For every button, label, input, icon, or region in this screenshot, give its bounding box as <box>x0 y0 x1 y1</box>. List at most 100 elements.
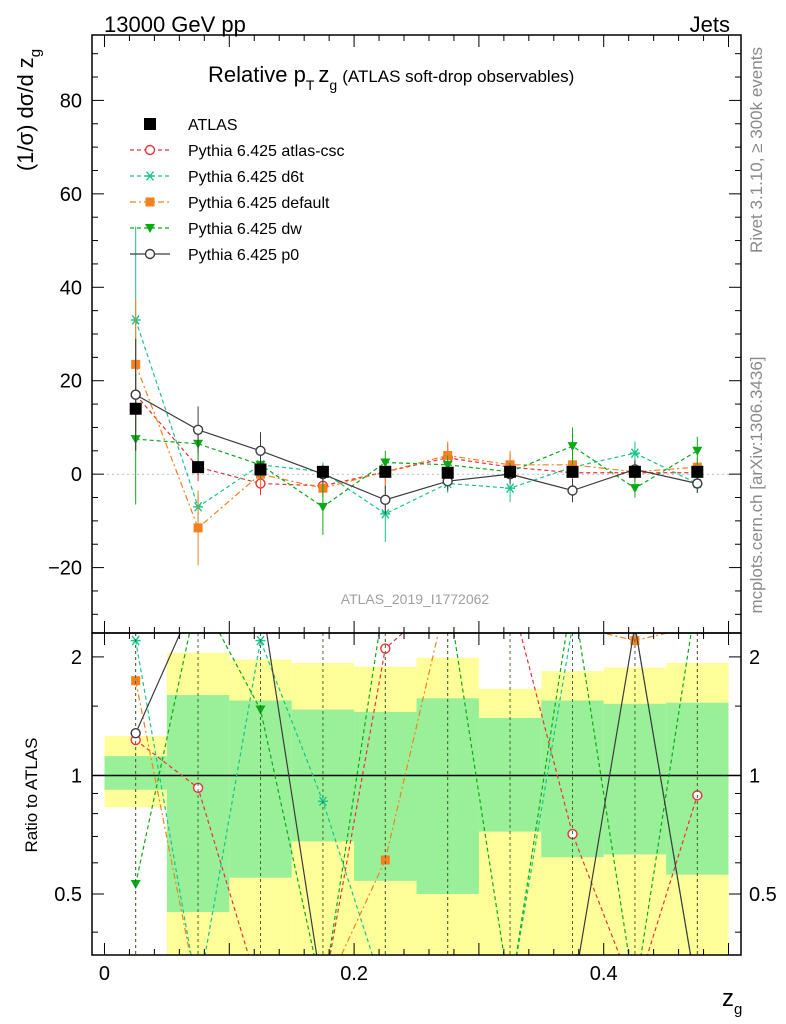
series-line <box>135 394 698 501</box>
legend-label: Pythia 6.425 atlas-csc <box>188 143 345 160</box>
legend-label: Pythia 6.425 default <box>188 195 330 212</box>
series-line <box>135 438 698 508</box>
ratio-frame <box>91 632 742 956</box>
ratio-line <box>135 633 692 955</box>
y-tick-label: 20 <box>60 371 82 393</box>
x-label-main: z <box>722 985 734 1012</box>
series-point <box>380 494 391 506</box>
x-tick-label: 0.4 <box>590 963 618 985</box>
series-line <box>135 364 698 529</box>
ratio-point <box>131 676 141 686</box>
main-panel <box>92 226 741 566</box>
main-y-axis-label: (1/σ) dσ/d zg <box>13 49 44 171</box>
data-point <box>316 465 329 478</box>
data-point <box>192 461 205 474</box>
data-point <box>129 402 142 415</box>
ratio-line <box>135 633 692 955</box>
ratio-point <box>380 855 390 865</box>
series-2 <box>131 298 702 566</box>
series-point <box>567 485 578 496</box>
series-point <box>255 445 266 456</box>
ratio-line <box>135 633 692 955</box>
legend-marker <box>145 171 155 181</box>
legend: ATLAS Pythia 6.425 atlas-csc Pythia 6.425 … <box>130 117 345 264</box>
y-tick-label: 60 <box>60 184 82 206</box>
ratio-y-axis-label: Ratio to ATLAS <box>22 738 41 853</box>
y-tick-label: −20 <box>48 558 82 580</box>
plot-title: Relative pT zg (ATLAS soft-drop observable… <box>208 62 574 93</box>
mcplots-reference-label: mcplots.cern.ch [arXiv:1306.3436] <box>747 356 766 613</box>
legend-label: Pythia 6.425 p0 <box>188 247 299 264</box>
data-point <box>254 463 267 476</box>
series-point <box>130 389 141 400</box>
legend-marker <box>144 144 156 156</box>
title-main: Relative p <box>208 62 306 87</box>
series-point <box>505 483 516 494</box>
series-point <box>380 458 391 468</box>
series-point-stroke <box>506 483 515 494</box>
header-energy: 13000 GeV pp <box>104 12 246 37</box>
ratio-tick-label: 0.5 <box>749 884 777 906</box>
series-0 <box>130 338 703 498</box>
ratio-point <box>130 728 141 739</box>
x-tick-label: 0.2 <box>340 963 368 985</box>
legend-marker-data <box>144 118 156 130</box>
ratio-tick-label: 1 <box>71 765 82 787</box>
ratio-panel <box>92 633 741 955</box>
series-point <box>192 424 204 435</box>
legend-label: Pythia 6.425 d6t <box>188 169 304 186</box>
title-zg: z <box>318 62 329 87</box>
title-sub: T <box>306 77 315 93</box>
ratio-point <box>130 880 141 890</box>
series-1 <box>130 226 703 542</box>
data-point <box>566 465 579 478</box>
analysis-watermark: ATLAS_2019_I1772062 <box>341 591 490 607</box>
ratio-tick-label: 2 <box>71 647 82 669</box>
rivet-version-label: Rivet 3.1.10, ≥ 300k events <box>747 47 766 253</box>
data-series <box>129 402 704 479</box>
x-label-sub: g <box>734 1001 742 1018</box>
data-point <box>379 465 392 478</box>
series-point <box>442 460 453 470</box>
series-line <box>135 319 698 515</box>
data-point <box>691 465 704 478</box>
ratio-tick-label: 1 <box>749 765 760 787</box>
series-3 <box>130 373 703 535</box>
legend-marker-stroke <box>145 171 155 181</box>
series-4 <box>130 338 703 514</box>
series-point <box>692 446 703 456</box>
series-point <box>629 448 640 459</box>
y-tick-label: 80 <box>60 90 82 112</box>
title-zg-sub: g <box>329 77 337 93</box>
series-point <box>629 484 640 494</box>
legend-marker <box>145 197 155 207</box>
ratio-line <box>135 633 698 955</box>
ratio-series-3 <box>130 633 698 955</box>
y-label-main: (1/σ) dσ/d z <box>13 57 38 171</box>
series-point <box>317 502 328 512</box>
legend-marker <box>145 224 155 233</box>
header-process: Jets <box>690 12 730 37</box>
title-rest: (ATLAS soft-drop observables) <box>342 67 574 86</box>
ratio-series-4 <box>130 633 698 955</box>
series-point-stroke <box>630 448 639 459</box>
data-point <box>441 466 454 479</box>
legend-label: Pythia 6.425 dw <box>188 221 302 238</box>
series-point <box>567 442 578 452</box>
ratio-tick-label: 0.5 <box>54 884 82 906</box>
y-label-sub: g <box>27 49 44 57</box>
ratio-line <box>135 633 670 955</box>
ratio-tick-label: 2 <box>749 647 760 669</box>
ratio-point <box>255 705 266 715</box>
legend-label-data: ATLAS <box>188 117 238 134</box>
series-point <box>692 478 703 489</box>
y-tick-label: 0 <box>71 464 82 486</box>
ratio-band-inner <box>666 702 729 875</box>
y-tick-label: 40 <box>60 277 82 299</box>
x-tick-label: 0 <box>99 963 110 985</box>
series-line <box>135 394 698 487</box>
data-point <box>504 465 517 478</box>
data-point <box>628 465 641 478</box>
